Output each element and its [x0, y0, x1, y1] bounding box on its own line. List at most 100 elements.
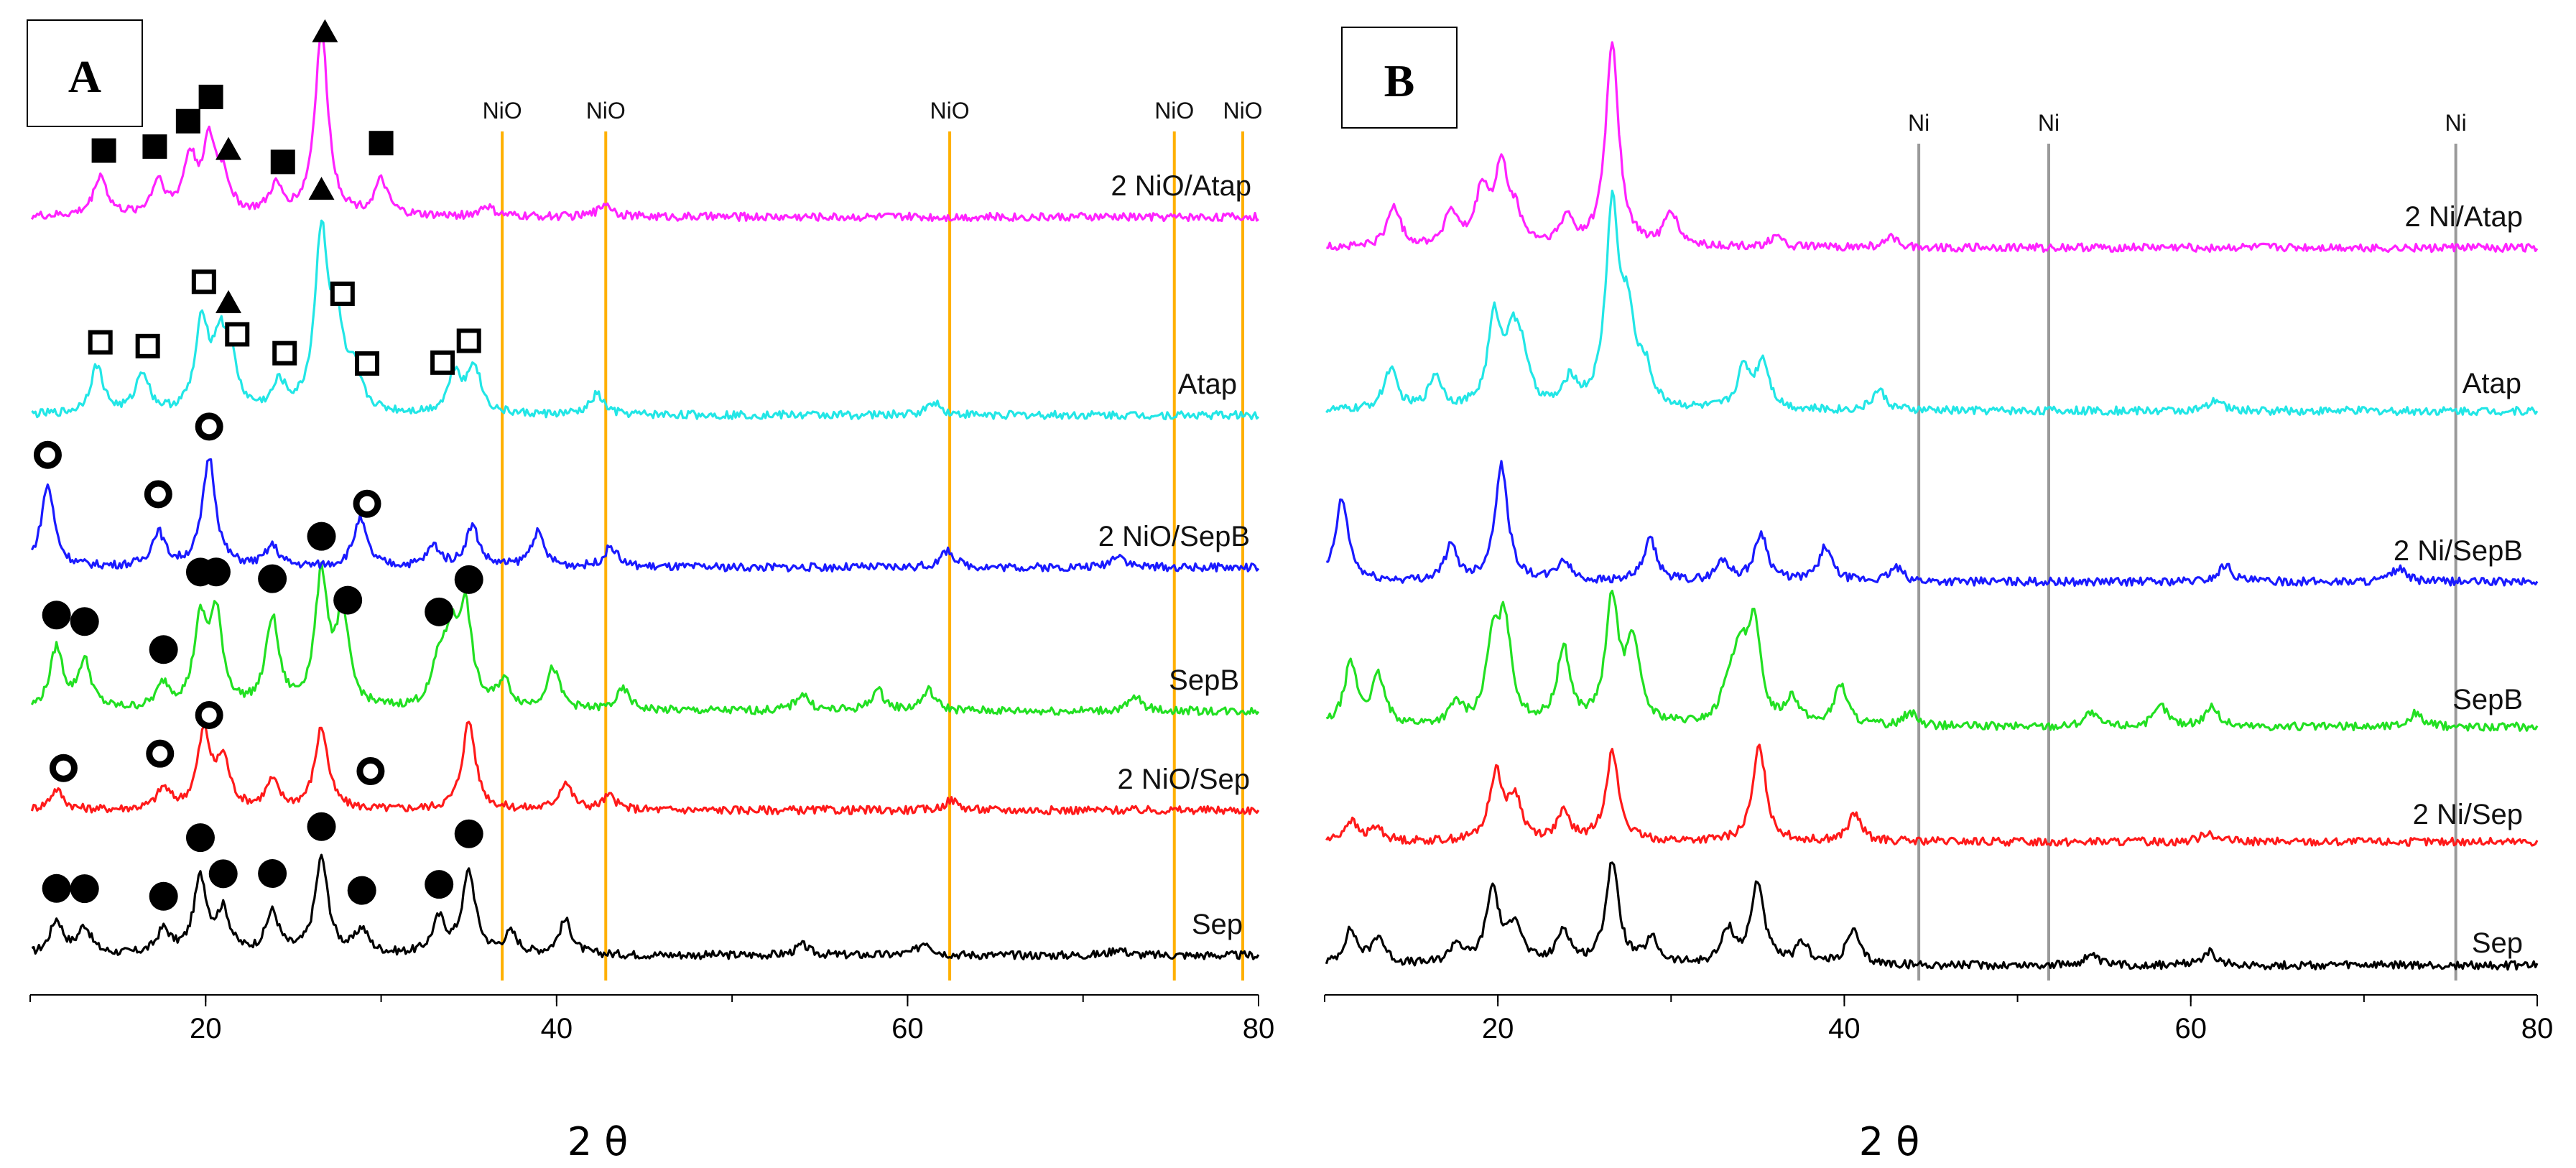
series-line-atap	[1325, 190, 2539, 417]
filled-circle-marker	[425, 870, 454, 899]
open-circle-marker	[146, 739, 175, 768]
filled-square-marker	[175, 108, 200, 134]
series-label: 2 NiO/Atap	[1111, 170, 1251, 202]
reference-line-label: NiO	[1223, 98, 1262, 124]
series-label: SepB	[1169, 664, 1239, 696]
series-label: 2 NiO/SepB	[1098, 521, 1250, 552]
series-label: 2 Ni/Sep	[2413, 799, 2523, 830]
series-line-sepb	[30, 561, 1260, 716]
panel-b-reference-lines: Ni Ni Ni	[1908, 110, 2467, 981]
panel-b-label-box	[1341, 27, 1458, 129]
panel-b-label: B	[1384, 55, 1415, 106]
open-square-marker	[88, 330, 113, 355]
open-square-marker	[456, 328, 481, 353]
filled-circle-marker	[258, 859, 287, 889]
series-label: 2 Ni/SepB	[2394, 535, 2523, 567]
x-tick-label: 20	[1482, 1013, 1514, 1044]
series-line-2-ni-atap	[1326, 41, 2539, 254]
x-tick-label: 60	[891, 1013, 924, 1044]
open-circle-marker	[144, 480, 172, 509]
open-circle-marker	[195, 700, 223, 729]
panel-b: Ni Ni Ni Sep 2 Ni/Sep SepB 2 Ni/SepB Atap 2 Ni/…	[1324, 27, 2554, 1164]
panel-a-label: A	[68, 51, 101, 102]
panel-a-x-axis-label: 2 θ	[567, 1119, 629, 1164]
panel-a-phase-markers	[33, 19, 483, 911]
filled-circle-marker	[208, 859, 238, 889]
filled-square-marker	[198, 84, 223, 109]
open-square-marker	[225, 322, 250, 347]
series-line-2-ni-sepb	[1326, 460, 2539, 587]
open-square-marker	[355, 351, 380, 376]
filled-circle-marker	[425, 597, 454, 626]
triangle-marker	[216, 289, 242, 313]
filled-circle-marker	[201, 557, 231, 587]
panel-b-x-axis-label: 2 θ	[1859, 1119, 1920, 1164]
series-line-2-nio-sep	[30, 720, 1260, 816]
triangle-marker	[308, 177, 335, 200]
open-circle-marker	[49, 754, 78, 782]
panel-a: NiO NiO NiO NiO NiO Sep 2 NiO/Sep SepB 2 NiO/Se…	[27, 19, 1274, 1164]
filled-circle-marker	[307, 812, 336, 841]
series-line-2-nio-atap	[30, 26, 1259, 223]
x-tick-label: 20	[190, 1013, 222, 1044]
filled-circle-marker	[70, 607, 99, 636]
triangle-marker	[216, 136, 242, 160]
open-circle-marker	[33, 440, 62, 469]
panel-b-series: Sep 2 Ni/Sep SepB 2 Ni/SepB Atap 2 Ni/Atap	[1325, 41, 2539, 971]
series-line-sep	[31, 853, 1260, 960]
open-square-marker	[272, 340, 297, 366]
reference-line-label: NiO	[1154, 98, 1194, 124]
filled-circle-marker	[149, 635, 178, 664]
open-square-marker	[430, 350, 455, 375]
series-line-sep	[1325, 861, 2539, 971]
filled-circle-marker	[347, 876, 376, 905]
filled-circle-marker	[333, 585, 363, 615]
reference-line-label: Ni	[2038, 110, 2060, 136]
open-square-marker	[135, 333, 160, 358]
triangle-marker	[312, 19, 338, 42]
series-line-atap	[31, 219, 1260, 421]
panel-a-label-box	[27, 19, 143, 127]
filled-circle-marker	[258, 564, 287, 593]
series-label: 2 NiO/Sep	[1117, 764, 1250, 795]
filled-square-marker	[91, 138, 116, 163]
open-circle-marker	[353, 489, 381, 518]
x-tick-label: 40	[541, 1013, 573, 1044]
filled-square-marker	[369, 131, 394, 156]
x-tick-label: 80	[2521, 1013, 2554, 1044]
reference-line-label: NiO	[930, 98, 970, 124]
reference-line-label: Ni	[2445, 110, 2467, 136]
filled-circle-marker	[454, 819, 483, 848]
series-label: Atap	[2463, 368, 2521, 399]
series-line-2-ni-sep	[1325, 743, 2539, 847]
series-label: SepB	[2452, 684, 2523, 715]
x-tick-label: 60	[2174, 1013, 2207, 1044]
filled-circle-marker	[70, 874, 99, 904]
filled-square-marker	[142, 134, 167, 159]
filled-circle-marker	[149, 881, 178, 911]
filled-circle-marker	[185, 823, 215, 853]
reference-line-label: Ni	[1908, 110, 1929, 136]
filled-square-marker	[270, 149, 295, 175]
filled-circle-marker	[42, 873, 71, 903]
filled-circle-marker	[454, 565, 483, 594]
series-label: 2 Ni/Atap	[2404, 201, 2523, 233]
x-tick-label: 80	[1243, 1013, 1275, 1044]
series-line-sepb	[1325, 589, 2539, 732]
series-label: Atap	[1178, 369, 1237, 400]
open-square-marker	[191, 269, 216, 295]
open-circle-marker	[195, 412, 223, 441]
x-tick-label: 40	[1828, 1013, 1861, 1044]
filled-circle-marker	[307, 522, 336, 551]
series-label: Sep	[2472, 927, 2523, 959]
open-circle-marker	[356, 757, 385, 786]
reference-line-label: NiO	[483, 98, 522, 124]
panel-a-series: Sep 2 NiO/Sep SepB 2 NiO/SepB Atap 2 NiO/Atap	[30, 26, 1260, 960]
series-line-2-nio-sepb	[30, 458, 1260, 573]
filled-circle-marker	[42, 601, 71, 630]
open-square-marker	[330, 281, 355, 306]
panel-b-x-axis: 20 40 60 80	[1324, 994, 2554, 1044]
series-label: Sep	[1192, 909, 1243, 940]
panel-a-x-axis: 20 40 60 80	[29, 994, 1275, 1044]
